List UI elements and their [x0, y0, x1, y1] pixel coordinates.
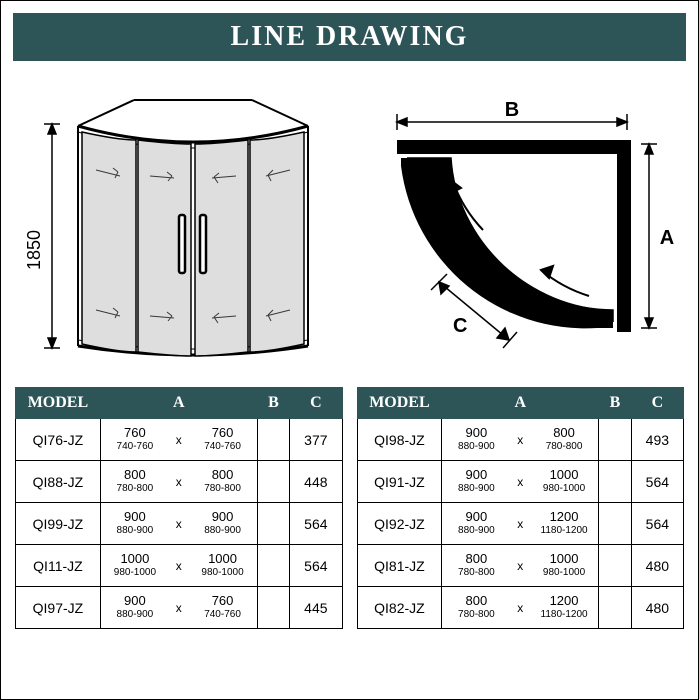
track-outer — [401, 158, 613, 328]
cell-b-spacer — [599, 419, 632, 461]
table-row: QI97-JZ900880-900x760740-760 445 — [16, 587, 343, 629]
cell-b-spacer — [599, 503, 632, 545]
cell-b-spacer — [257, 503, 290, 545]
cell-a: 900880-900 — [442, 419, 511, 461]
cell-b: 1000980-1000 — [189, 545, 258, 587]
cell-model: QI88-JZ — [16, 461, 101, 503]
cell-b-spacer — [599, 461, 632, 503]
front-elevation-diagram: 1850 — [17, 77, 340, 373]
cell-c: 493 — [631, 419, 683, 461]
cell-c: 480 — [631, 587, 683, 629]
cell-model: QI97-JZ — [16, 587, 101, 629]
col-c: C — [631, 388, 683, 419]
col-model: MODEL — [357, 388, 442, 419]
cell-a: 800780-800 — [442, 545, 511, 587]
cell-b: 900880-900 — [189, 503, 258, 545]
table-row: QI98-JZ900880-900x800780-800 493 — [357, 419, 684, 461]
cell-model: QI81-JZ — [357, 545, 442, 587]
col-c: C — [290, 388, 342, 419]
cell-a: 900880-900 — [100, 503, 169, 545]
cell-a: 1000980-1000 — [100, 545, 169, 587]
cell-b: 12001180-1200 — [530, 587, 599, 629]
cell-b: 12001180-1200 — [530, 503, 599, 545]
cell-model: QI76-JZ — [16, 419, 101, 461]
top-plan-diagram: B A — [360, 77, 683, 373]
diagram-row: 1850 — [13, 77, 686, 373]
tables-row: MODEL A B C QI76-JZ760740-760x760740-760… — [13, 387, 686, 629]
cell-b-spacer — [257, 587, 290, 629]
table-row: QI76-JZ760740-760x760740-760 377 — [16, 419, 343, 461]
dim-b-label: B — [505, 99, 519, 121]
cell-a: 900880-900 — [442, 461, 511, 503]
cell-c: 480 — [631, 545, 683, 587]
cell-model: QI92-JZ — [357, 503, 442, 545]
col-a: A — [100, 388, 257, 419]
table-row: QI11-JZ1000980-1000x1000980-1000 564 — [16, 545, 343, 587]
dim-a-label: A — [660, 227, 674, 249]
cell-b: 760740-760 — [189, 587, 258, 629]
col-b: B — [599, 388, 632, 419]
cell-c: 564 — [631, 503, 683, 545]
table-row: QI88-JZ800780-800x800780-800 448 — [16, 461, 343, 503]
cell-c: 564 — [290, 545, 342, 587]
page-title: LINE DRAWING — [231, 21, 469, 53]
cell-b-spacer — [599, 587, 632, 629]
cell-b-spacer — [257, 545, 290, 587]
cell-sep: x — [510, 545, 530, 587]
spec-table-right: MODEL A B C QI98-JZ900880-900x800780-800… — [357, 387, 685, 629]
table-row: QI81-JZ800780-800x1000980-1000 480 — [357, 545, 684, 587]
cell-model: QI82-JZ — [357, 587, 442, 629]
cell-b: 760740-760 — [189, 419, 258, 461]
cell-sep: x — [510, 461, 530, 503]
cell-c: 564 — [290, 503, 342, 545]
col-b: B — [257, 388, 290, 419]
col-a: A — [442, 388, 599, 419]
cell-a: 800780-800 — [442, 587, 511, 629]
cell-b: 800780-800 — [189, 461, 258, 503]
cell-b-spacer — [257, 419, 290, 461]
table-row: QI82-JZ800780-800x12001180-1200 480 — [357, 587, 684, 629]
cell-a: 900880-900 — [442, 503, 511, 545]
cell-b-spacer — [599, 545, 632, 587]
cell-c: 377 — [290, 419, 342, 461]
cell-a: 800780-800 — [100, 461, 169, 503]
cell-sep: x — [169, 419, 189, 461]
cell-a: 900880-900 — [100, 587, 169, 629]
cell-sep: x — [169, 545, 189, 587]
table-row: QI92-JZ900880-900x12001180-1200 564 — [357, 503, 684, 545]
cell-a: 760740-760 — [100, 419, 169, 461]
cell-b-spacer — [257, 461, 290, 503]
cell-sep: x — [510, 503, 530, 545]
cell-b: 1000980-1000 — [530, 545, 599, 587]
front-elevation-svg: 1850 — [18, 80, 338, 370]
cell-c: 448 — [290, 461, 342, 503]
spec-table-left: MODEL A B C QI76-JZ760740-760x760740-760… — [15, 387, 343, 629]
cell-sep: x — [169, 503, 189, 545]
cell-sep: x — [169, 587, 189, 629]
title-bar: LINE DRAWING — [13, 13, 686, 61]
cell-b: 1000980-1000 — [530, 461, 599, 503]
cell-c: 445 — [290, 587, 342, 629]
cell-model: QI99-JZ — [16, 503, 101, 545]
col-model: MODEL — [16, 388, 101, 419]
table-row: QI91-JZ900880-900x1000980-1000 564 — [357, 461, 684, 503]
cell-model: QI11-JZ — [16, 545, 101, 587]
cell-sep: x — [510, 587, 530, 629]
cell-c: 564 — [631, 461, 683, 503]
cell-sep: x — [169, 461, 189, 503]
top-plan-svg: B A — [361, 80, 681, 370]
cell-sep: x — [510, 419, 530, 461]
height-label: 1850 — [24, 230, 44, 270]
table-row: QI99-JZ900880-900x900880-900 564 — [16, 503, 343, 545]
cell-model: QI98-JZ — [357, 419, 442, 461]
cell-model: QI91-JZ — [357, 461, 442, 503]
cell-b: 800780-800 — [530, 419, 599, 461]
dim-c-label: C — [453, 315, 467, 337]
